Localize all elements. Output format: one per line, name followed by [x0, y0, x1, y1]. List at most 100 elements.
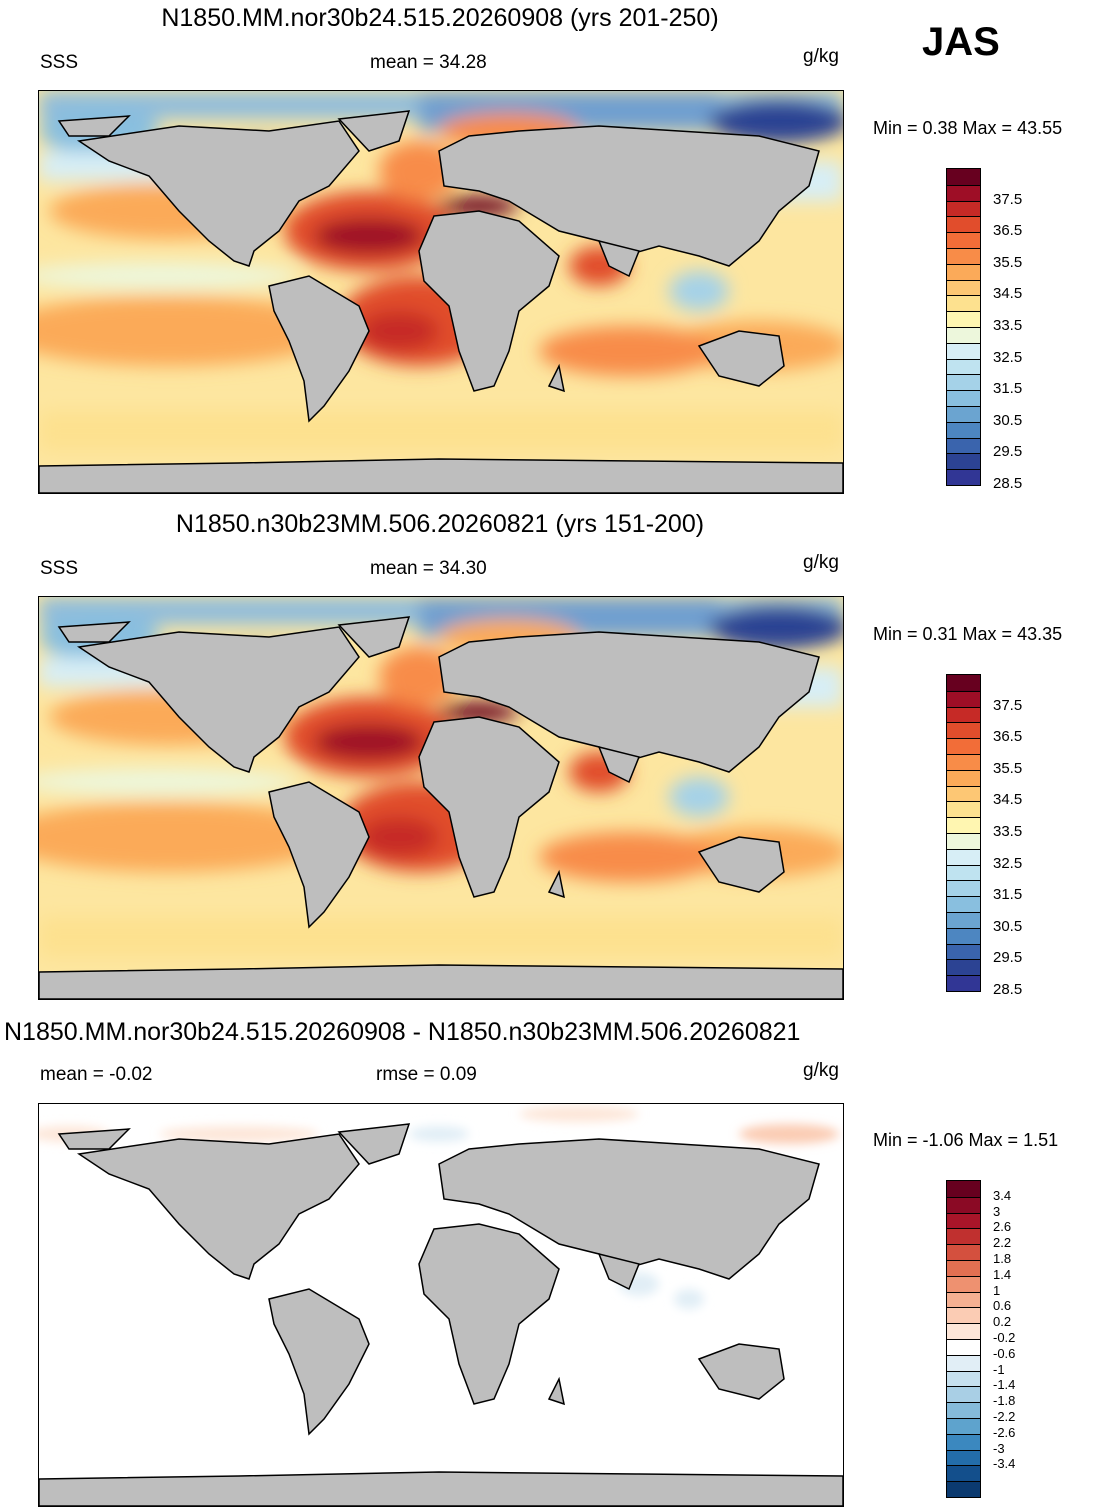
- colorbar-swatch: [947, 374, 980, 391]
- colorbar-swatch: [947, 769, 980, 786]
- colorbar-swatch: [947, 896, 980, 912]
- colorbar-tick-label: 29.5: [993, 949, 1023, 967]
- colorbar-swatch: [947, 801, 980, 818]
- colorbar-tick-label: 1: [993, 1282, 1001, 1298]
- colorbar-swatch: [947, 169, 980, 185]
- panel-3-min-max: Min = -1.06 Max = 1.51: [873, 1130, 1059, 1150]
- colorbar-swatch: [947, 216, 980, 233]
- colorbar-tick-label: 34.5: [993, 791, 1023, 809]
- panel-2-title: N1850.n30b23MM.506.20260821 (yrs 151-200…: [175, 510, 705, 538]
- colorbar-tick-label: -0.2: [993, 1330, 1016, 1345]
- colorbar-swatch: [947, 1275, 980, 1292]
- panel-1-map: [38, 90, 844, 494]
- colorbar-tick-label: -3.4: [993, 1456, 1016, 1472]
- colorbar-tick-label: 35.5: [993, 253, 1023, 271]
- colorbar-tick-label: 37.5: [993, 696, 1023, 714]
- colorbar-swatch: [947, 959, 980, 976]
- colorbar-swatch: [947, 706, 980, 723]
- panel-1-salinity-field: [39, 91, 843, 493]
- colorbar-swatch: [947, 327, 980, 343]
- colorbar-tick-label: 36.5: [993, 222, 1023, 240]
- colorbar-tick-label: -2.2: [993, 1409, 1016, 1424]
- colorbar-swatch: [947, 1181, 980, 1197]
- colorbar-tick-label: 28.5: [993, 981, 1023, 998]
- colorbar-swatch: [947, 1402, 980, 1418]
- colorbar-swatch: [947, 358, 980, 375]
- panel-3-title: N1850.MM.nor30b24.515.20260908 - N1850.n…: [4, 1018, 801, 1046]
- colorbar-tick-label: 1.4: [993, 1266, 1012, 1282]
- colorbar-swatch: [947, 469, 980, 485]
- colorbar-swatch: [947, 975, 980, 991]
- colorbar-tick-label: 32.5: [993, 348, 1023, 366]
- panel-1-mean-label: mean = 34.28: [370, 52, 487, 73]
- colorbar-swatch: [947, 1260, 980, 1276]
- colorbar-tick-label: 35.5: [993, 759, 1023, 777]
- colorbar-tick-label: 30.5: [993, 411, 1023, 429]
- colorbar-swatch: [947, 1196, 980, 1213]
- colorbar-tick-label: 33.5: [993, 317, 1023, 334]
- colorbar-tick-label: -1.4: [993, 1377, 1016, 1393]
- colorbar-swatch: [947, 295, 980, 312]
- colorbar-tick-label: 0.2: [993, 1314, 1012, 1330]
- colorbar-swatch: [947, 390, 980, 406]
- colorbar-swatch: [947, 1291, 980, 1308]
- colorbar-swatch: [947, 1370, 980, 1387]
- colorbar-swatch: [947, 754, 980, 770]
- colorbar-swatch: [947, 1228, 980, 1245]
- colorbar-swatch: [947, 1481, 980, 1497]
- colorbar-swatch: [947, 1354, 980, 1371]
- colorbar-swatch: [947, 263, 980, 280]
- colorbar-swatch: [947, 406, 980, 422]
- colorbar-swatch: [947, 943, 980, 960]
- season-label: JAS: [922, 20, 1000, 64]
- colorbar-swatch: [947, 864, 980, 881]
- colorbar-tick-label: -1: [993, 1361, 1005, 1377]
- panel-3-units: g/kg: [803, 1060, 839, 1081]
- colorbar-tick-label: 2.6: [993, 1219, 1012, 1235]
- panel-1-min-max: Min = 0.38 Max = 43.55: [873, 118, 1063, 138]
- colorbar-swatch: [947, 817, 980, 833]
- panel-2-units: g/kg: [803, 552, 839, 573]
- colorbar-tick-label: 33.5: [993, 823, 1023, 840]
- colorbar-tick-label: 28.5: [993, 475, 1023, 492]
- colorbar-swatch: [947, 421, 980, 438]
- panel-2-map: [38, 596, 844, 1000]
- colorbar-tick-label: 37.5: [993, 190, 1023, 208]
- colorbar-tick-label: -1.8: [993, 1393, 1016, 1409]
- panel-1-variable-label: SSS: [40, 52, 79, 73]
- colorbar-tick-label: 29.5: [993, 443, 1023, 461]
- colorbar-tick-label: 30.5: [993, 917, 1023, 935]
- panel-3-difference-field: [39, 1104, 843, 1506]
- colorbar-tick-label: 3.4: [993, 1187, 1012, 1203]
- colorbar-swatch: [947, 690, 980, 707]
- colorbar-tick-label: 31.5: [993, 886, 1023, 904]
- colorbar-swatch: [947, 1307, 980, 1324]
- colorbar-tick-label: 31.5: [993, 380, 1023, 398]
- colorbar-tick-label: 2.2: [993, 1235, 1012, 1251]
- panel-2-mean-label: mean = 34.30: [370, 558, 487, 579]
- colorbar-swatch: [947, 453, 980, 470]
- colorbar-swatch: [947, 1449, 980, 1466]
- colorbar-tick-label: 3: [993, 1203, 1001, 1219]
- colorbar-swatch: [947, 675, 980, 691]
- colorbar-swatch: [947, 1433, 980, 1450]
- colorbar-swatch: [947, 311, 980, 327]
- colorbar-swatch: [947, 738, 980, 754]
- colorbar-swatch: [947, 342, 980, 359]
- colorbar-tick-label: -3: [993, 1440, 1005, 1456]
- panel-1-colorbar: [946, 168, 981, 486]
- colorbar-swatch: [947, 927, 980, 944]
- panel-1-title: N1850.MM.nor30b24.515.20260908 (yrs 201-…: [161, 4, 719, 32]
- colorbar-swatch: [947, 1418, 980, 1434]
- colorbar-swatch: [947, 1244, 980, 1260]
- colorbar-swatch: [947, 1386, 980, 1403]
- panel-1-units: g/kg: [803, 46, 839, 67]
- panel-3-mean-label: mean = -0.02: [40, 1064, 153, 1085]
- panel-2-colorbar: [946, 674, 981, 992]
- colorbar-tick-label: 1.8: [993, 1251, 1012, 1266]
- colorbar-swatch: [947, 880, 980, 897]
- colorbar-tick-label: 0.6: [993, 1298, 1012, 1314]
- panel-3-map: [38, 1103, 844, 1507]
- colorbar-swatch: [947, 200, 980, 217]
- colorbar-tick-label: 36.5: [993, 728, 1023, 746]
